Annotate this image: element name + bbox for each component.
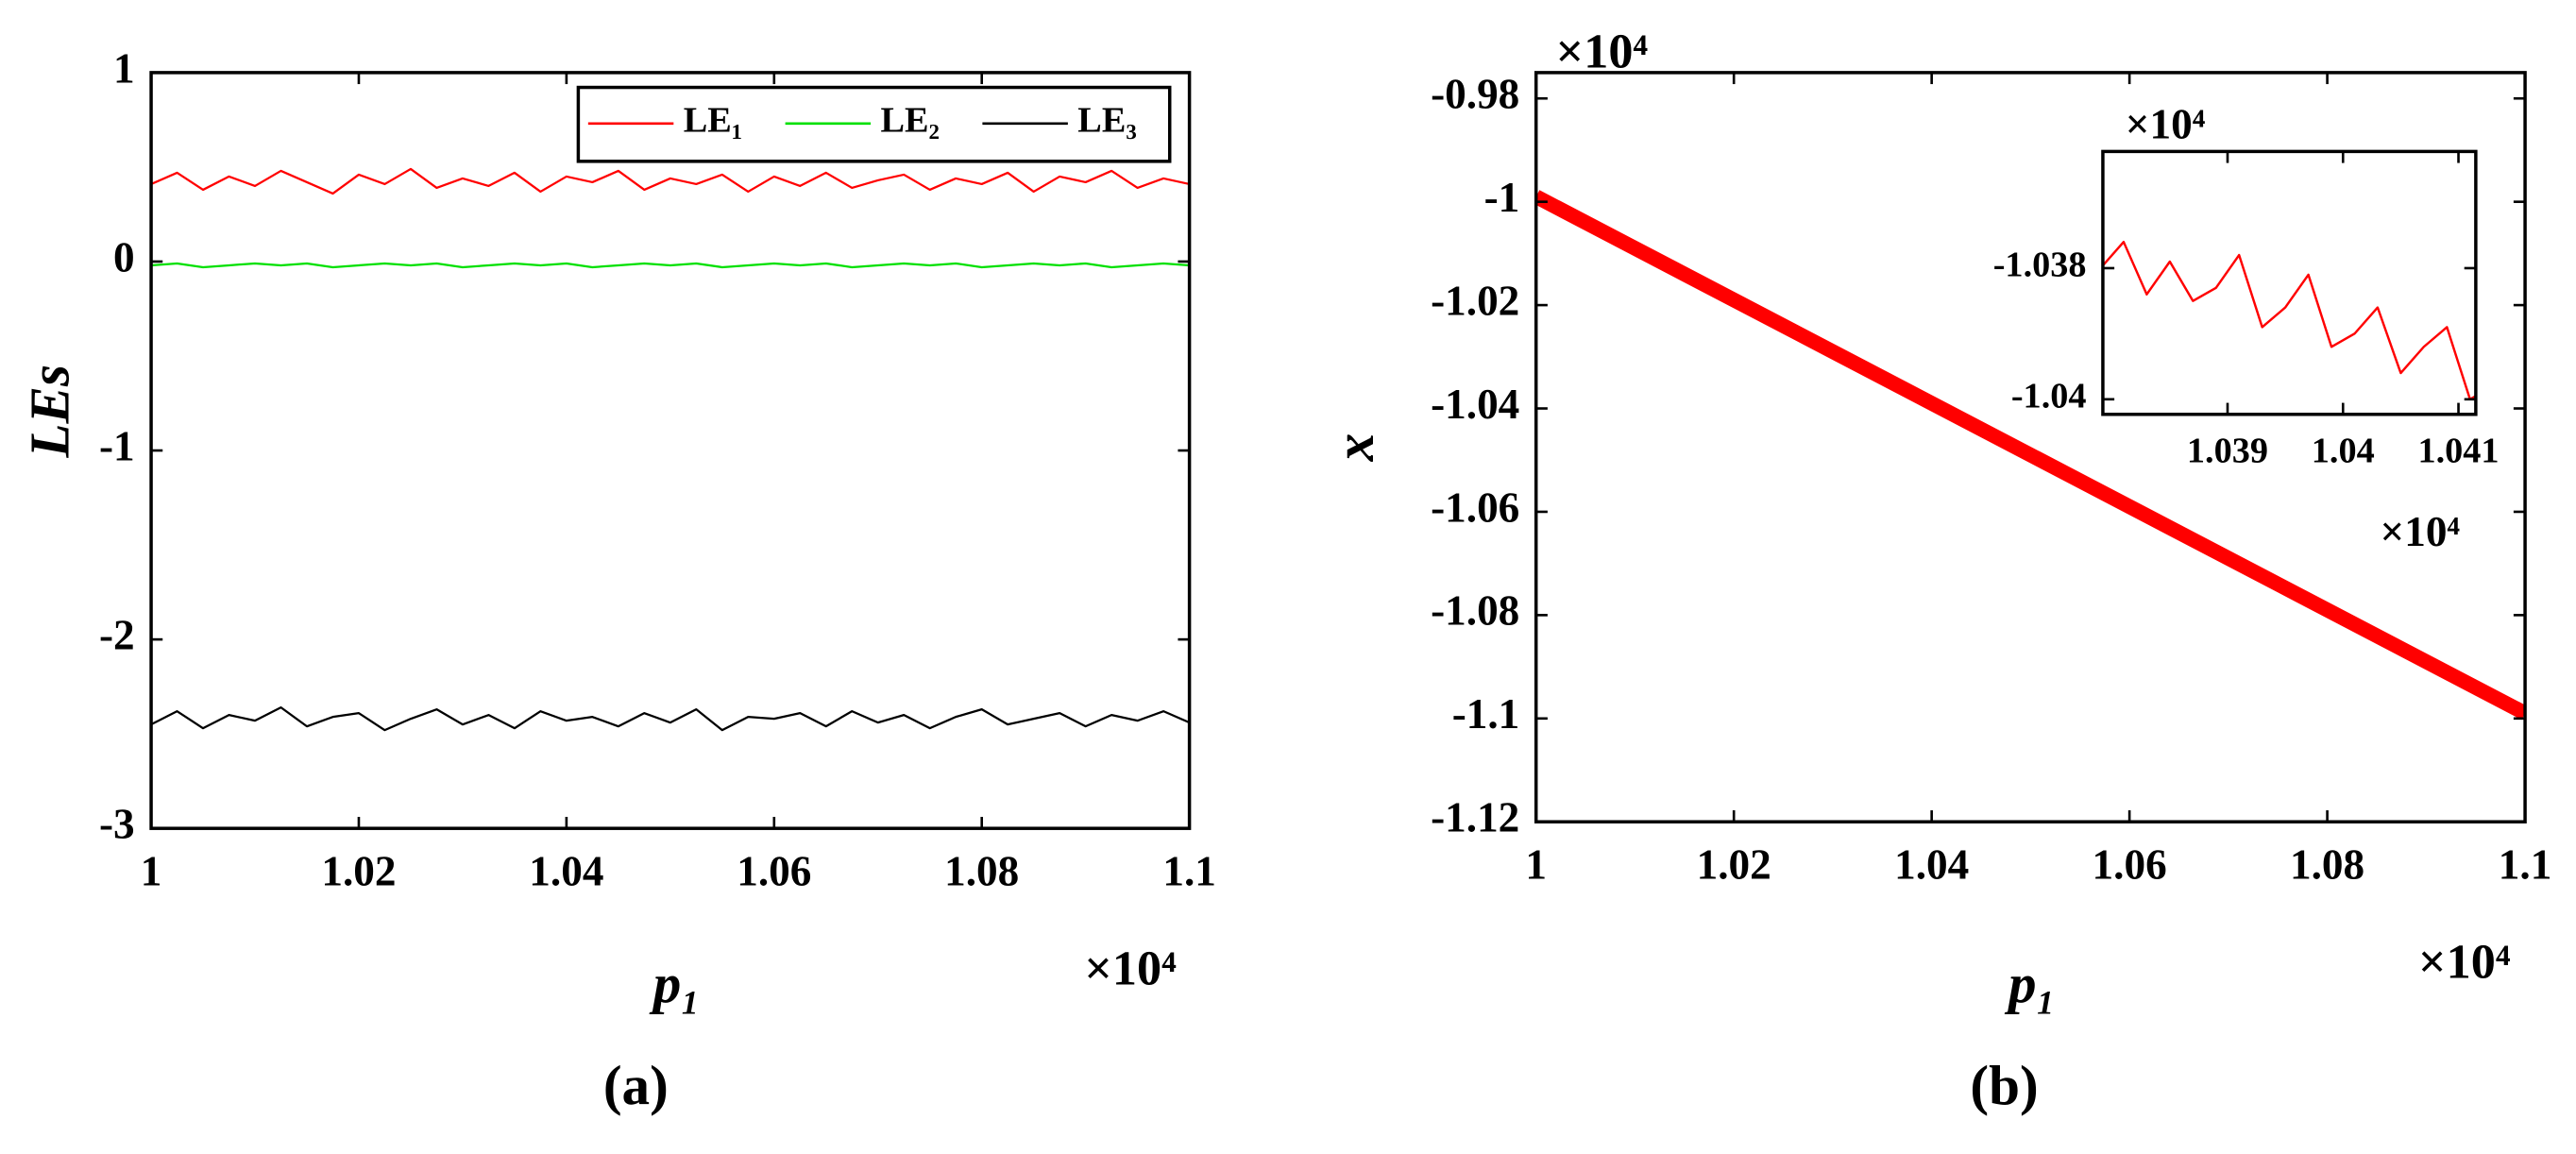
- y-tick-label: -2: [99, 611, 135, 658]
- y-tick-label: -1.04: [2011, 377, 2087, 416]
- data-line: [1535, 190, 2526, 721]
- x-tick-label: 1.041: [2417, 432, 2499, 471]
- y-tick-label: -1.06: [1431, 484, 1519, 531]
- y-multiplier: ×10⁴: [1556, 24, 1649, 78]
- x-axis-label: p₁: [649, 952, 701, 1014]
- x-tick-label: 1.04: [2312, 432, 2375, 471]
- x-tick-label: 1.1: [2499, 840, 2552, 888]
- y-tick-label: 0: [113, 233, 135, 280]
- y-multiplier: ×10⁴: [2126, 100, 2206, 147]
- legend-box: [576, 85, 1172, 163]
- y-tick-label: -1.08: [1431, 587, 1519, 635]
- plot-area: [2102, 240, 2476, 401]
- y-tick-label: -1.12: [1431, 794, 1519, 841]
- plot-area: [151, 167, 1190, 732]
- legend-label: LE₃: [1077, 101, 1137, 141]
- axes-frame: [149, 71, 1192, 830]
- x-tick-label: 1.1: [1162, 847, 1216, 894]
- x-tick-label: 1.04: [529, 847, 603, 894]
- x-tick-label: 1.08: [2290, 840, 2364, 888]
- x-multiplier: ×10⁴: [2418, 934, 2511, 989]
- y-tick-label: -3: [99, 801, 135, 848]
- y-tick-label: -1.1: [1452, 690, 1520, 738]
- x-tick-label: 1.02: [321, 847, 396, 894]
- y-tick-label: -1.04: [1431, 381, 1519, 428]
- y-axis-label: LEs: [19, 365, 81, 459]
- data-line: [151, 167, 1190, 195]
- x-tick-label: 1.039: [2187, 432, 2268, 471]
- x-tick-label: 1.06: [2093, 840, 2167, 888]
- x-multiplier: ×10⁴: [2380, 508, 2460, 555]
- legend-label: LE₁: [684, 101, 743, 141]
- caption: (a): [603, 1054, 669, 1116]
- y-tick-label: -1: [99, 422, 135, 469]
- x-multiplier: ×10⁴: [1084, 941, 1177, 995]
- x-tick-label: 1.02: [1697, 840, 1771, 888]
- data-line: [2102, 240, 2476, 401]
- x-tick-label: 1.08: [944, 847, 1019, 894]
- x-tick-label: 1.06: [737, 847, 811, 894]
- x-tick-label: 1.04: [1894, 840, 1969, 888]
- caption: (b): [1970, 1054, 2038, 1116]
- axes-frame: [1534, 71, 2527, 823]
- y-tick-label: 1: [113, 44, 135, 92]
- y-tick-label: -1.02: [1431, 277, 1519, 324]
- data-line: [151, 262, 1190, 269]
- data-line: [151, 706, 1190, 732]
- y-tick-label: -0.98: [1431, 71, 1519, 118]
- inset-background: [2102, 151, 2476, 415]
- legend-label: LE₂: [881, 101, 941, 141]
- y-axis-label: x: [1323, 433, 1385, 463]
- x-tick-label: 1: [141, 847, 162, 894]
- plot-area: [1535, 190, 2526, 721]
- y-tick-label: -1.038: [1993, 246, 2087, 285]
- axes-frame: [2101, 149, 2478, 416]
- x-tick-label: 1: [1525, 840, 1547, 888]
- y-tick-label: -1: [1484, 174, 1520, 221]
- x-axis-label: p₁: [2004, 952, 2056, 1014]
